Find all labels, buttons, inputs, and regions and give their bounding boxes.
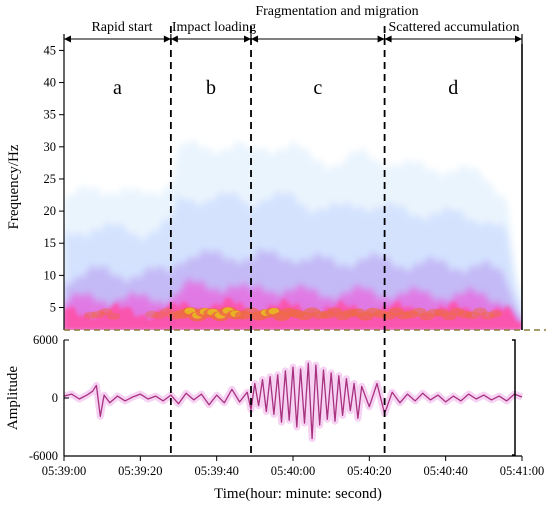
stage-arrowhead [170,35,178,43]
stage-letter: b [206,77,216,99]
amplitude-tick-label: 6000 [33,333,58,347]
time-tick-label: 05:40:00 [271,464,315,478]
spectrogram-core [83,311,98,319]
stage-arrowhead [251,35,259,43]
stage-label-impact-loading: Impact loading [172,20,256,35]
frequency-tick-label: 40 [44,76,57,90]
time-tick-label: 05:40:20 [347,464,391,478]
frequency-axis-ticks: 5 10 15 20 25 30 35 40 45 [44,43,64,315]
stage-arrowhead [377,35,385,43]
frequency-tick-label: 20 [44,204,57,218]
spectrogram-core [152,311,167,320]
frequency-axis-title: Frequency/Hz [6,144,22,229]
time-axis: 05:39:00 05:39:20 05:39:40 05:40:00 05:40:20… [42,455,544,502]
time-tick-label: 05:40:40 [423,464,467,478]
spectrogram-core [145,310,159,318]
spectrogram-core [480,312,495,320]
stage-letter: a [113,77,122,99]
frequency-tick-label: 25 [44,172,57,186]
amplitude-axis-ticks: 6000 0 -6000 [29,333,69,463]
stage-arrows [63,34,523,44]
stage-letters: a b c d [113,77,458,99]
frequency-tick-label: 5 [50,301,56,315]
stage-arrowhead [515,35,522,43]
time-axis-title: Time(hour: minute: second) [214,486,382,502]
amplitude-series [63,362,523,440]
frequency-tick-label: 15 [44,236,57,250]
time-tick-label: 05:39:20 [118,464,162,478]
stage-letter: c [313,77,322,99]
amplitude-tick-label: 0 [52,391,58,405]
frequency-tick-label: 30 [44,140,57,154]
frequency-tick-label: 10 [44,268,57,282]
time-tick-label: 05:39:00 [42,464,86,478]
spectrogram-core [106,312,121,320]
time-tick-label: 05:39:40 [194,464,238,478]
spectrogram-core [488,310,503,318]
spectrogram-core [99,308,113,316]
stage-arrowhead [163,35,171,43]
stage-label-top: Fragmentation and migration [255,4,418,19]
stage-arrowhead [244,35,252,43]
amplitude-right-bracket [512,339,516,456]
frequency-tick-label: 35 [44,108,57,122]
amplitude-axis-title: Amplitude [5,366,21,431]
amplitude-tick-label: -6000 [29,449,58,463]
stage-letter: d [448,77,458,99]
spectrogram-panel: 5 10 15 20 25 30 35 40 45 Frequency/Hz a b c d [6,43,546,331]
stage-arrowhead [64,35,71,43]
spectrogram-core [91,310,106,319]
stage-label-rapid-start: Rapid start [91,20,152,35]
time-tick-label: 05:41:00 [500,464,544,478]
stage-arrowhead [384,35,392,43]
stage-label-scattered-accumulation: Scattered accumulation [389,20,520,35]
stage-header: Fragmentation and migration Rapid start … [63,4,523,44]
frequency-tick-label: 45 [44,43,57,57]
time-axis-ticks: 05:39:00 05:39:20 05:39:40 05:40:00 05:40:20… [42,456,544,478]
spectrogram-heatmap [64,138,522,330]
amplitude-panel: 6000 0 -6000 Amplitude [5,333,524,463]
